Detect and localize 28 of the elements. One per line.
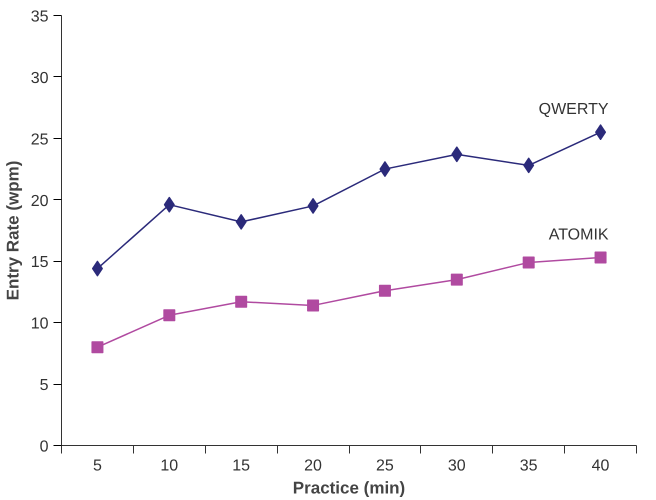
x-tick-label: 35 — [520, 458, 538, 474]
y-tick-label: 10 — [30, 316, 49, 333]
x-tick-label: 25 — [376, 458, 394, 474]
x-tick-label: 10 — [160, 458, 178, 474]
point — [522, 256, 535, 268]
y-tick-label: 25 — [30, 131, 49, 148]
x-tick-label: 5 — [92, 458, 102, 474]
point — [378, 284, 391, 297]
series-label: ATOMIK — [548, 226, 609, 244]
point — [594, 252, 607, 264]
x-tick-label: 40 — [592, 458, 610, 474]
x-tick-label: 15 — [232, 458, 250, 474]
y-tick-label: 30 — [30, 70, 49, 87]
x-axis-title: Practice (min) — [292, 478, 406, 498]
x-tick-label: 20 — [304, 458, 322, 474]
y-tick-label: 35 — [30, 8, 49, 26]
x-tick-label: 30 — [448, 458, 466, 474]
y-tick-label: 20 — [30, 192, 49, 210]
point — [91, 341, 104, 354]
point — [307, 299, 320, 312]
y-axis-title: Entry Rate (wpm) — [4, 160, 23, 300]
point — [450, 274, 463, 286]
y-tick-label: 0 — [40, 438, 49, 456]
series-label: QWERTY — [538, 101, 609, 118]
y-tick-label: 15 — [30, 254, 49, 272]
y-tick-label: 5 — [40, 377, 49, 394]
point — [235, 296, 248, 308]
point — [163, 309, 176, 322]
